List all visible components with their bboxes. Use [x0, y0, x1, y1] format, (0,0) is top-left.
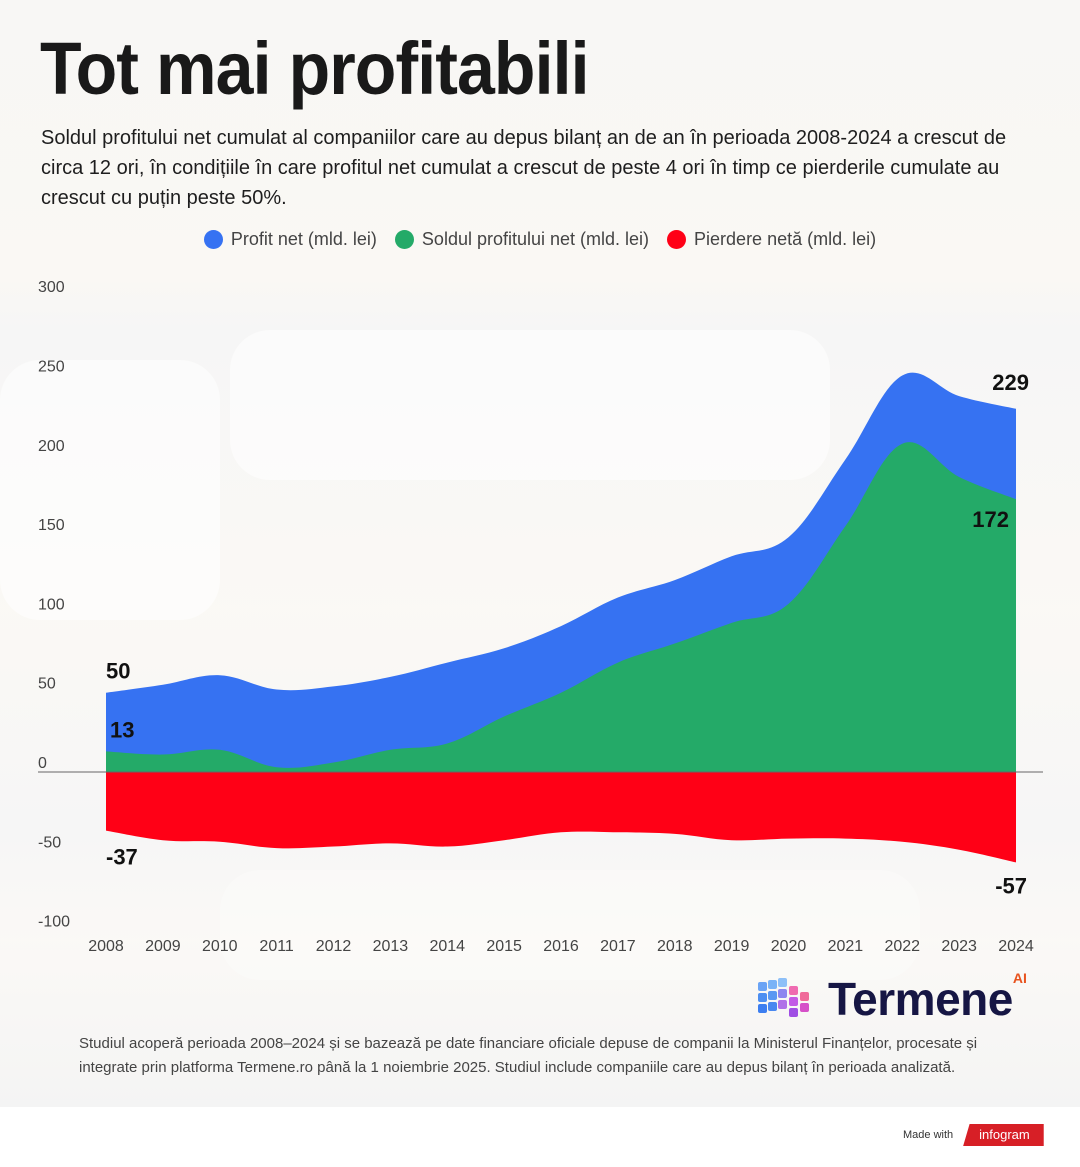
data-label: 172 [972, 507, 1009, 532]
y-axis: 300 250 200 150 100 50 0 -50 -100 [38, 279, 70, 930]
legend-label: Pierdere netă (mld. lei) [694, 229, 877, 249]
x-tick-label: 2010 [202, 938, 238, 955]
data-label: 229 [992, 370, 1029, 395]
chart-subtitle: Soldul profitului net cumulat al compani… [41, 127, 1007, 209]
y-tick-label: 300 [38, 279, 65, 296]
x-tick-label: 2022 [884, 938, 920, 955]
y-tick-label: 250 [38, 359, 65, 376]
x-tick-label: 2016 [543, 938, 579, 955]
legend-item-sold[interactable]: Soldul profitului net (mld. lei) [394, 229, 650, 250]
made-with-label: Made with [903, 1129, 954, 1141]
methodology-footnote: Studiul acoperă perioada 2008–2024 și se… [79, 1035, 978, 1076]
x-tick-label: 2021 [828, 938, 864, 955]
chart-title: Tot mai profitabili [40, 27, 589, 110]
x-tick-label: 2009 [145, 938, 181, 955]
x-tick-label: 2013 [373, 938, 409, 955]
legend-dot-icon [667, 230, 687, 249]
infogram-credit[interactable]: Made with infogram [903, 1124, 1044, 1146]
x-tick-label: 2020 [771, 938, 807, 955]
x-tick-label: 2014 [429, 938, 465, 955]
logo-wordmark: Termene [828, 973, 1013, 1025]
x-tick-label: 2012 [316, 938, 352, 955]
data-label: 13 [110, 717, 134, 742]
y-tick-label: 100 [38, 596, 65, 613]
x-tick-label: 2017 [600, 938, 636, 955]
y-tick-label: -100 [38, 914, 70, 931]
background-shape [230, 330, 830, 480]
y-tick-label: -50 [38, 834, 61, 851]
x-tick-label: 2008 [88, 938, 124, 955]
cube-logo-icon [758, 978, 809, 1017]
legend-item-pierdere[interactable]: Pierdere netă (mld. lei) [667, 229, 876, 250]
y-tick-label: 200 [38, 438, 65, 455]
data-labels: 50 13 -37 229 172 -57 [106, 370, 1029, 899]
legend-dot-icon [394, 230, 414, 249]
x-tick-label: 2011 [259, 938, 294, 955]
chart-areas [106, 372, 1016, 863]
legend-label: Soldul profitului net (mld. lei) [421, 229, 650, 249]
infogram-badge[interactable]: infogram [963, 1124, 1044, 1146]
legend-label: Profit net (mld. lei) [230, 229, 377, 249]
background-shape [0, 360, 220, 620]
x-tick-label: 2018 [657, 938, 693, 955]
y-tick-label: 150 [38, 517, 65, 534]
infogram-label: infogram [979, 1127, 1030, 1142]
logo-ai-badge: AI [1012, 970, 1027, 986]
termene-logo: Termene AI [756, 970, 1027, 1026]
x-tick-label: 2023 [941, 938, 977, 955]
data-label: -37 [106, 845, 138, 870]
legend-item-profit[interactable]: Profit net (mld. lei) [203, 229, 377, 250]
x-tick-label: 2024 [998, 938, 1034, 955]
data-label: 50 [106, 659, 130, 684]
x-tick-label: 2015 [486, 938, 522, 955]
x-tick-label: 2019 [714, 938, 750, 955]
y-tick-label: 50 [38, 676, 56, 693]
background-shape [220, 870, 920, 980]
legend-dot-icon [203, 230, 223, 249]
x-axis: 2008 2009 2010 2011 2012 2013 2014 2015 2016 2017… [88, 938, 1034, 955]
chart-legend: Profit net (mld. lei) Soldul profitului … [0, 229, 1080, 250]
sold-profit-area [106, 442, 1016, 772]
pierdere-neta-area [106, 772, 1016, 863]
data-label: -57 [995, 873, 1027, 898]
y-tick-label: 0 [38, 755, 47, 772]
